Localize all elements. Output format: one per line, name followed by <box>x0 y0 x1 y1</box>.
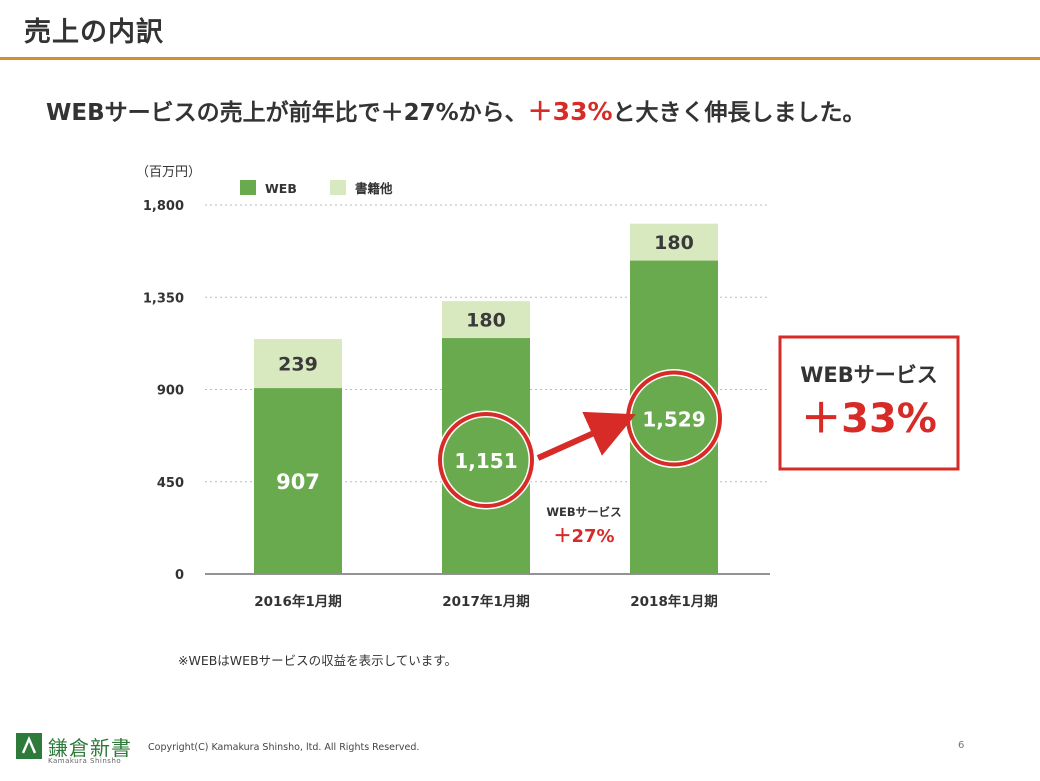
company-logo-name: 鎌倉新書 <box>48 736 132 760</box>
y-tick-label: 900 <box>157 384 184 399</box>
y-tick-label: 1,800 <box>143 199 184 214</box>
headline: WEBサービスの売上が前年比で＋27%から、＋33%と大きく伸長しました。 <box>46 92 866 128</box>
bar-label-books: 180 <box>466 310 506 332</box>
company-logo-sub: Kamakura Shinsho <box>48 757 122 765</box>
bar-books <box>442 301 530 339</box>
x-tick-label: 2017年1月期 <box>442 593 529 610</box>
bar-label-web: 907 <box>276 470 320 494</box>
logo-icon <box>16 733 42 759</box>
bar-web <box>442 338 530 574</box>
legend-swatch <box>330 180 346 195</box>
title-underline <box>0 57 1040 60</box>
copyright: Copyright(C) Kamakura Shinsho, ltd. All … <box>148 742 420 753</box>
growth-arrow <box>536 411 636 461</box>
callout-big-label: WEBサービス <box>800 363 938 387</box>
bar-web <box>254 388 342 574</box>
legend-swatch <box>240 180 256 195</box>
bar-books <box>254 339 342 389</box>
headline-text-post: と大きく伸長しました。 <box>612 100 866 126</box>
x-tick-label: 2016年1月期 <box>254 593 341 610</box>
legend-label: 書籍他 <box>355 181 393 196</box>
page-number: 6 <box>958 740 965 751</box>
y-tick-label: 450 <box>157 476 184 491</box>
headline-highlight: ＋33% <box>527 97 613 126</box>
callout-box <box>778 335 960 471</box>
callout-big-value: ＋33% <box>801 396 937 442</box>
bar-label-books: 239 <box>278 354 318 376</box>
headline-text-pre: WEBサービスの売上が前年比で＋27%から、 <box>46 100 528 126</box>
legend-label: WEB <box>265 181 297 196</box>
bar-web <box>630 260 718 574</box>
y-tick-label: 0 <box>175 568 184 583</box>
slide-title: 売上の内訳 <box>24 17 164 48</box>
y-unit-label: （百万円） <box>136 165 201 180</box>
bar-books <box>630 223 718 261</box>
y-tick-label: 1,350 <box>143 291 184 306</box>
bar-label-books: 180 <box>654 232 694 254</box>
callout-small-label: WEBサービス <box>546 505 621 519</box>
footnote: ※WEBはWEBサービスの収益を表示しています。 <box>178 653 458 668</box>
highlight-circle <box>438 412 534 509</box>
callout-small-value: ＋27% <box>553 526 614 547</box>
bar-label-web: 1,529 <box>642 408 705 432</box>
bar-label-web: 1,151 <box>454 449 517 473</box>
stacked-bar-chart: （百万円） 0 450 900 1,350 1,800 WEB 書籍他 239 2016年1月期… <box>136 165 960 610</box>
x-tick-label: 2018年1月期 <box>630 593 717 610</box>
